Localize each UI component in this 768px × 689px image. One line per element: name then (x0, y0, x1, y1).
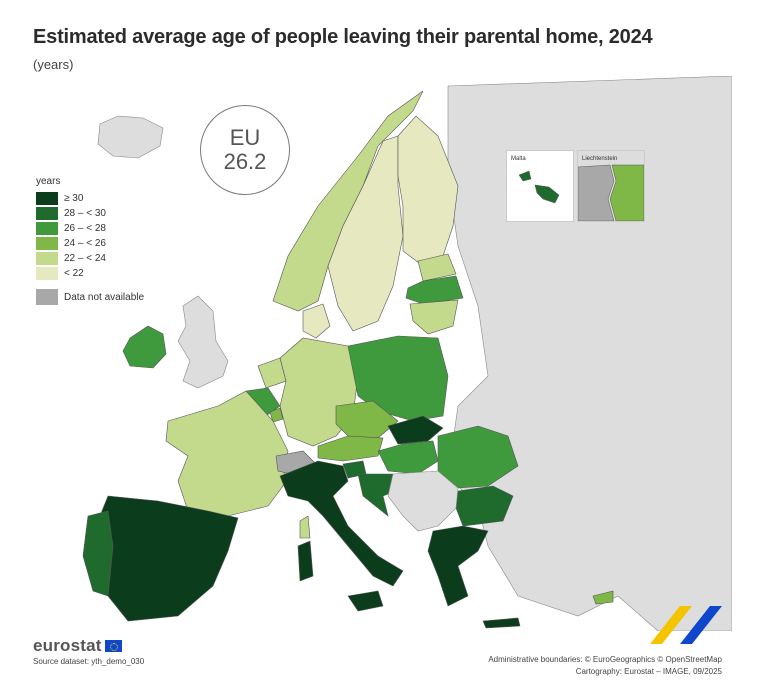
island-corsica[interactable] (299, 515, 311, 539)
legend-swatch (36, 192, 58, 205)
eu-flag-icon (104, 640, 122, 652)
cartography-credit: Cartography: Eurostat – IMAGE, 09/2025 (575, 667, 722, 676)
legend-row: < 22 (36, 266, 144, 281)
inset-liechtenstein-map (578, 164, 644, 221)
inset-malta-map (518, 170, 560, 204)
country-poland[interactable] (347, 335, 449, 422)
country-iceland (97, 115, 164, 159)
legend-swatch (36, 252, 58, 265)
legend-swatch (36, 222, 58, 235)
eu-badge-value: 26.2 (223, 149, 267, 174)
country-united-kingdom (177, 295, 229, 389)
inset-liechtenstein-label: Liechtenstein (582, 156, 618, 162)
legend-swatch (36, 267, 58, 280)
boundaries-credit: Administrative boundaries: © EuroGeograp… (488, 655, 722, 664)
decorative-stripes (650, 606, 722, 644)
country-denmark[interactable] (302, 303, 331, 339)
island-sicily[interactable] (347, 590, 384, 612)
country-italy[interactable] (279, 460, 404, 587)
legend-row: 22 – < 24 (36, 251, 144, 266)
country-ireland[interactable] (122, 325, 167, 369)
legend-title: years (36, 176, 61, 187)
legend-swatch (36, 237, 58, 250)
map-canvas (82, 76, 732, 631)
inset-malta-label: Malta (511, 156, 526, 162)
legend-na-swatch (36, 289, 58, 305)
legend-label: 24 – < 26 (64, 238, 106, 249)
legend-row: ≥ 30 (36, 191, 144, 206)
country-spain[interactable] (97, 495, 239, 622)
legend-label: < 22 (64, 268, 84, 279)
legend: years ≥ 30 28 – < 30 26 – < 28 24 – < 26 22 … (36, 176, 144, 305)
country-portugal[interactable] (82, 510, 114, 597)
country-liechtenstein[interactable] (609, 164, 644, 221)
legend-not-available: Data not available (36, 289, 144, 305)
eurostat-logo: eurostat (33, 636, 122, 656)
legend-swatch (36, 207, 58, 220)
legend-label: ≥ 30 (64, 193, 84, 204)
country-austria[interactable] (317, 435, 384, 462)
country-lithuania[interactable] (409, 299, 459, 335)
legend-classes: ≥ 30 28 – < 30 26 – < 28 24 – < 26 22 – < 24… (36, 191, 144, 281)
source-dataset: Source dataset: yth_demo_030 (33, 657, 145, 666)
country-balkans-na (387, 470, 459, 532)
legend-row: 28 – < 30 (36, 206, 144, 221)
country-luxembourg[interactable] (269, 407, 284, 423)
country-switzerland-inset (578, 164, 615, 221)
island-crete[interactable] (482, 617, 521, 629)
credits: Administrative boundaries: © EuroGeograp… (488, 654, 722, 678)
eu-badge-label: EU (229, 125, 261, 150)
country-sweden[interactable] (327, 135, 404, 332)
island-sardinia[interactable] (297, 540, 314, 582)
country-malta[interactable] (518, 170, 560, 204)
legend-label: 28 – < 30 (64, 208, 106, 219)
inset-malta: Malta (506, 150, 574, 222)
legend-na-label: Data not available (64, 291, 145, 303)
map-title: Estimated average age of people leaving … (33, 26, 653, 48)
legend-label: 22 – < 24 (64, 253, 106, 264)
legend-row: 24 – < 26 (36, 236, 144, 251)
country-slovakia[interactable] (387, 415, 444, 445)
legend-label: 26 – < 28 (64, 223, 106, 234)
country-hungary[interactable] (377, 440, 439, 475)
eu-average-badge: EU 26.2 (200, 105, 290, 195)
country-estonia[interactable] (417, 253, 457, 282)
legend-row: 26 – < 28 (36, 221, 144, 236)
country-greece[interactable] (427, 525, 489, 607)
country-latvia[interactable] (405, 275, 464, 305)
country-france[interactable] (165, 390, 289, 517)
island-cyprus[interactable] (592, 590, 614, 605)
country-norway[interactable] (272, 90, 424, 312)
map-subtitle: (years) (33, 57, 74, 72)
eurostat-logo-text: eurostat (33, 636, 102, 655)
inset-liechtenstein: Liechtenstein (577, 150, 645, 222)
